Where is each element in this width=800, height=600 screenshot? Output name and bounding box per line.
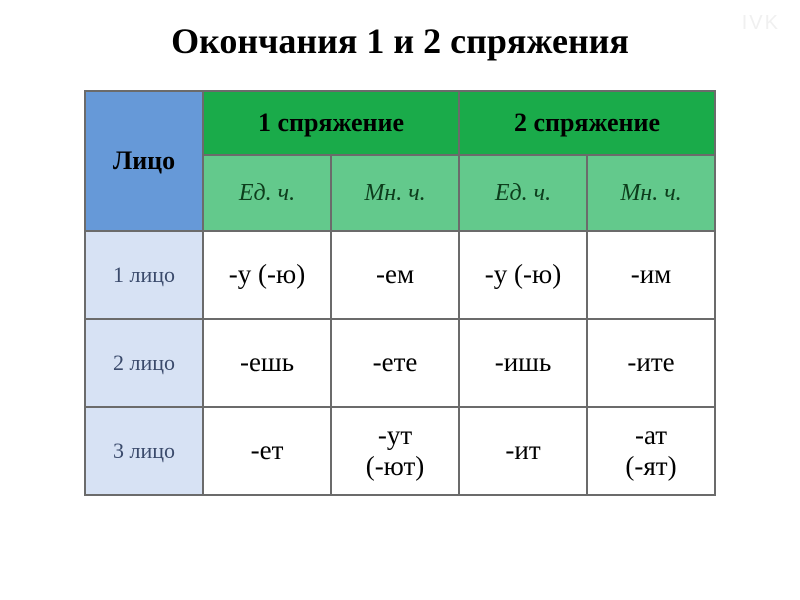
header-conj1: 1 спряжение [203,91,459,155]
table-row: 2 лицо -ешь -ете -ишь -ите [85,319,715,407]
header-conj2-sg: Ед. ч. [459,155,587,231]
cell-c2-pl-1: -им [587,231,715,319]
header-conj1-pl: Мн. ч. [331,155,459,231]
table-row: 3 лицо -ет -ут(-ют) -ит -ат(-ят) [85,407,715,495]
header-conj2: 2 спряжение [459,91,715,155]
cell-person-3: 3 лицо [85,407,203,495]
watermark: IVK [742,12,780,35]
header-conj1-sg: Ед. ч. [203,155,331,231]
cell-person-2: 2 лицо [85,319,203,407]
cell-c2-pl-2: -ите [587,319,715,407]
cell-c1-sg-2: -ешь [203,319,331,407]
cell-person-1: 1 лицо [85,231,203,319]
cell-c2-sg-1: -у (-ю) [459,231,587,319]
header-row-1: Лицо 1 спряжение 2 спряжение [85,91,715,155]
cell-c1-pl-3: -ут(-ют) [331,407,459,495]
header-conj2-pl: Мн. ч. [587,155,715,231]
cell-c2-sg-2: -ишь [459,319,587,407]
header-person: Лицо [85,91,203,231]
cell-c1-pl-1: -ем [331,231,459,319]
cell-c2-pl-3: -ат(-ят) [587,407,715,495]
cell-c1-sg-1: -у (-ю) [203,231,331,319]
cell-c2-sg-3: -ит [459,407,587,495]
table-row: 1 лицо -у (-ю) -ем -у (-ю) -им [85,231,715,319]
page-title: Окончания 1 и 2 спряжения [40,20,760,62]
conjugation-table: Лицо 1 спряжение 2 спряжение Ед. ч. Мн. … [84,90,716,496]
cell-c1-pl-2: -ете [331,319,459,407]
cell-c1-sg-3: -ет [203,407,331,495]
